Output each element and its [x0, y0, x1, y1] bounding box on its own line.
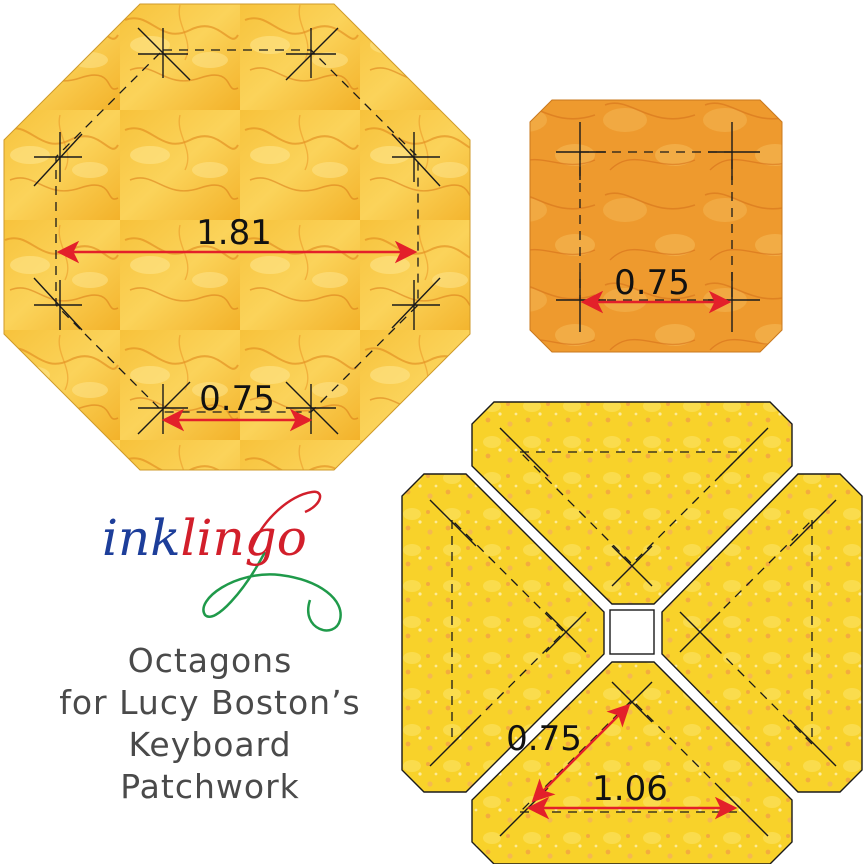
logo-lingo: lingo [181, 509, 307, 567]
svg-text:inklingo: inklingo [102, 509, 307, 567]
small-square: 0.75 [529, 99, 783, 353]
title-line-1: Octagons [127, 641, 293, 680]
title-block: Octagons for Lucy Boston’s Keyboard Patc… [0, 640, 420, 808]
large-octagon-width-label: 1.81 [196, 213, 272, 253]
logo-ink: ink [102, 509, 181, 567]
inklingo-logo: inklingo [102, 490, 342, 632]
triangle-short-arrow [531, 703, 631, 803]
large-octagon: 1.81 0.75 [3, 3, 471, 471]
triangle-long-label: 1.06 [592, 769, 668, 809]
small-square-side-label: 0.75 [614, 263, 690, 303]
triangle-short-label: 0.75 [506, 719, 582, 759]
large-octagon-side-label: 0.75 [199, 379, 275, 419]
triangle-block: 0.75 1.06 [401, 401, 863, 864]
logo-red-swash [250, 490, 322, 549]
center-square-hole [609, 609, 655, 655]
title-line-3: Keyboard [128, 725, 292, 764]
logo-green-swirl [202, 551, 342, 632]
title-line-2: for Lucy Boston’s [59, 683, 361, 722]
title-line-4: Patchwork [120, 767, 300, 806]
